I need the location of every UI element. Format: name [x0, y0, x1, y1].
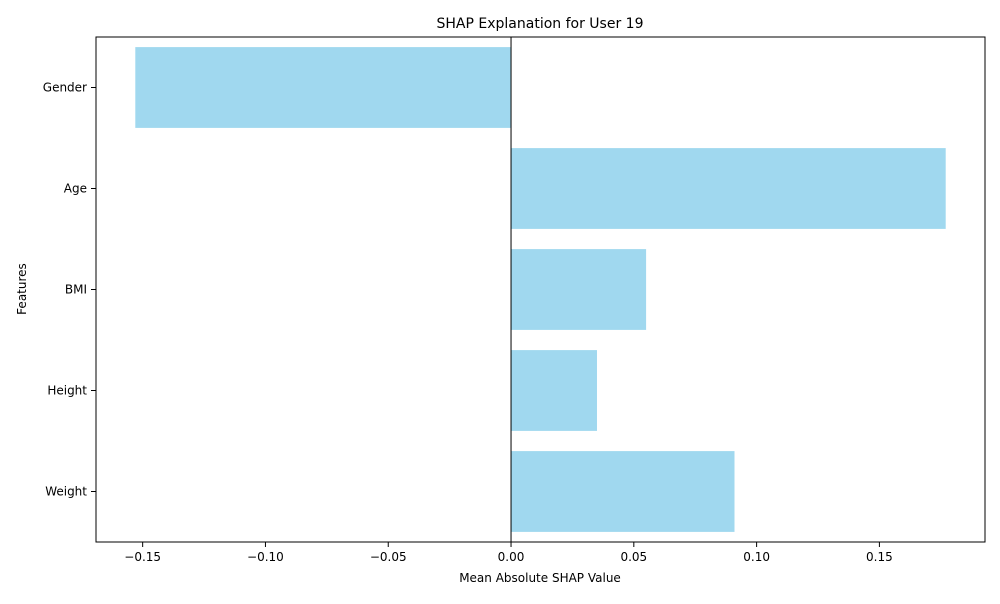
- bars-layer: [135, 47, 946, 532]
- y-tick-label: Weight: [45, 485, 87, 499]
- bar-age: [511, 148, 946, 229]
- x-tick-label: −0.15: [124, 550, 161, 564]
- y-tick-label: Age: [64, 182, 87, 196]
- y-tick-label: Height: [47, 384, 87, 398]
- x-axis: −0.15 −0.10 −0.05 0.00 0.05 0.10 0.15: [124, 542, 893, 564]
- bar-height: [511, 350, 597, 431]
- y-axis-label: Features: [15, 263, 29, 315]
- bar-weight: [511, 451, 735, 532]
- y-tick-label: BMI: [65, 283, 87, 297]
- x-tick-label: 0.05: [620, 550, 647, 564]
- y-axis: Gender Age BMI Height Weight: [43, 81, 96, 499]
- chart-title: SHAP Explanation for User 19: [437, 16, 644, 32]
- x-tick-label: 0.15: [866, 550, 893, 564]
- bar-gender: [135, 47, 512, 128]
- x-tick-label: −0.05: [370, 550, 407, 564]
- bar-bmi: [511, 249, 647, 330]
- y-tick-label: Gender: [43, 81, 87, 95]
- x-axis-label: Mean Absolute SHAP Value: [459, 571, 621, 585]
- x-tick-label: −0.10: [247, 550, 284, 564]
- x-tick-label: 0.00: [498, 550, 525, 564]
- x-tick-label: 0.10: [743, 550, 770, 564]
